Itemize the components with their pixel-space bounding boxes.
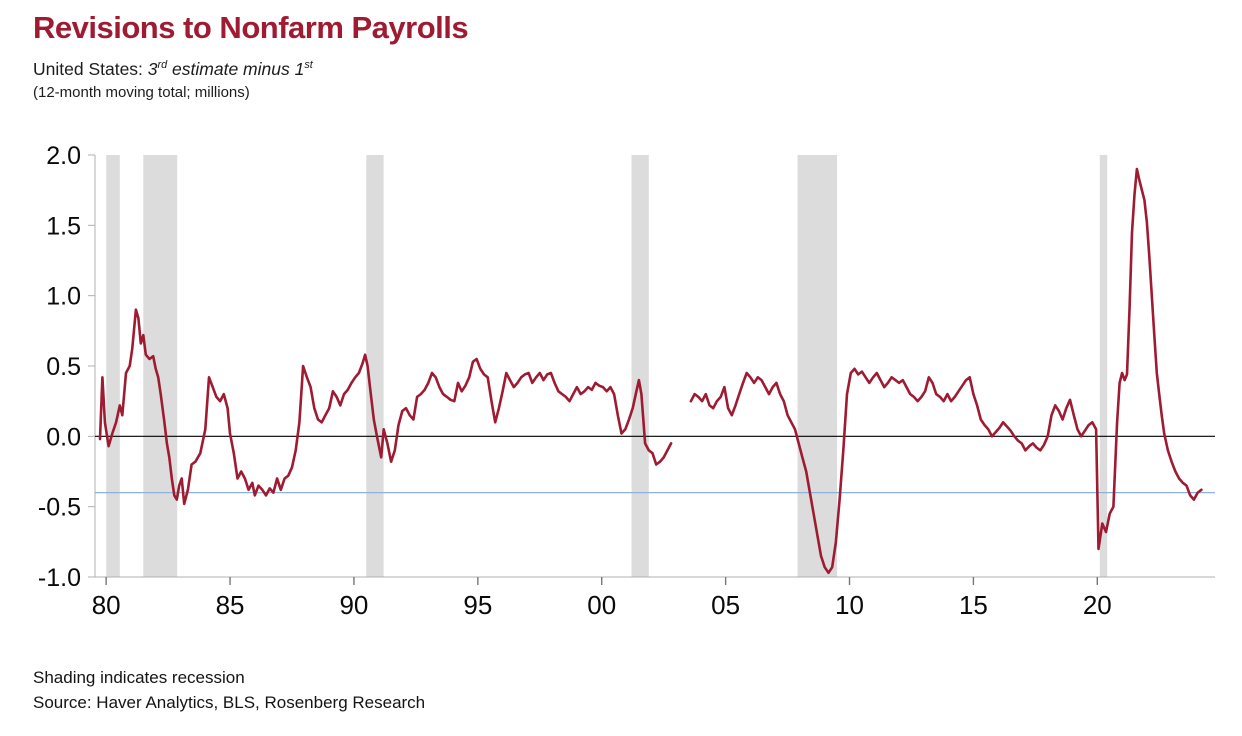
subtitle-prefix: United States:	[33, 59, 148, 79]
subtitle-mid: estimate minus 1	[167, 59, 305, 79]
recession-shading-note: Shading indicates recession	[33, 668, 245, 687]
x-tick-label: 05	[711, 590, 740, 620]
x-tick-label: 00	[587, 590, 616, 620]
x-tick-label: 90	[339, 590, 368, 620]
y-tick-label: 1.5	[46, 212, 81, 240]
y-tick-label: 0.5	[46, 353, 81, 381]
y-tick-label: 0.0	[46, 423, 81, 451]
y-tick-label: 1.0	[46, 283, 81, 311]
y-tick-label: 2.0	[46, 142, 81, 170]
recession-band	[366, 155, 384, 577]
x-tick-label: 15	[959, 590, 988, 620]
x-tick-label: 85	[216, 590, 245, 620]
page-title: Revisions to Nonfarm Payrolls	[33, 10, 469, 45]
recession-band	[797, 155, 838, 577]
payrolls-revisions-chart: 2.0 1.5 1.0 0.5 0.0 -0.5 -1.0 80 85 90 95 00 05 10 15 2…	[38, 142, 1215, 620]
y-tick-label: -0.5	[38, 494, 81, 522]
source-note: Source: Haver Analytics, BLS, Rosenberg …	[33, 693, 426, 712]
recession-band	[631, 155, 649, 577]
recession-band	[143, 155, 178, 577]
x-tick-label: 95	[463, 590, 492, 620]
subtitle-sup1: rd	[157, 59, 168, 72]
x-tick-label: 80	[92, 590, 121, 620]
recession-band	[106, 155, 120, 577]
y-tick-label: -1.0	[38, 564, 81, 592]
chart-subtitle: United States: 3rd estimate minus 1st	[33, 59, 313, 80]
chart-units-note: (12-month moving total; millions)	[33, 84, 250, 101]
subtitle-num1: 3	[147, 59, 158, 79]
subtitle-sup2: st	[304, 59, 313, 72]
revisions-line	[98, 167, 1203, 575]
recession-band	[1099, 155, 1108, 577]
x-tick-label: 10	[835, 590, 864, 620]
x-tick-label: 20	[1083, 590, 1112, 620]
